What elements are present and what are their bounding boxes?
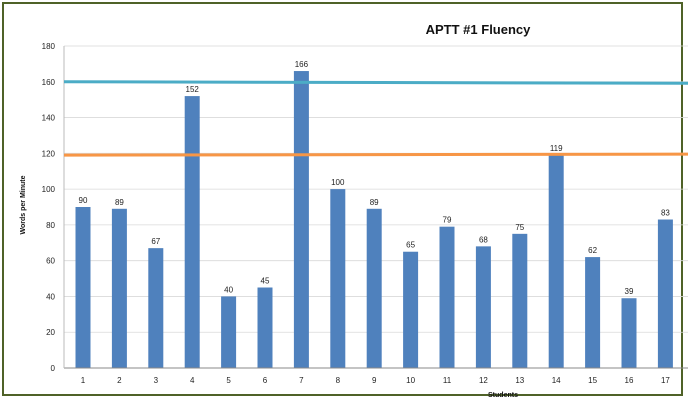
data-label: 119 (550, 144, 563, 153)
data-label: 45 (261, 277, 270, 286)
y-tick-label: 0 (51, 364, 56, 373)
bar-student-4 (184, 96, 200, 368)
x-tick-label: 4 (190, 376, 195, 385)
x-tick-label: 2 (117, 376, 122, 385)
bar-student-13 (512, 233, 528, 368)
data-labels: 90 89 67 152 40 45 166 100 89 65 79 68 75 119 62 39 83 (79, 60, 671, 296)
bar-student-16 (621, 298, 637, 368)
bar-student-12 (475, 246, 491, 368)
bar-student-6 (257, 287, 273, 368)
bar-student-14 (548, 155, 564, 368)
x-tick-label: 6 (263, 376, 268, 385)
x-tick-label: 8 (336, 376, 341, 385)
x-axis-title: Students (488, 392, 518, 399)
data-label: 89 (370, 198, 379, 207)
reference-lines (63, 80, 689, 157)
data-label: 40 (224, 285, 233, 294)
bars (75, 71, 673, 369)
bar-student-15 (585, 257, 601, 368)
bar-student-11 (439, 226, 455, 368)
x-tick-label: 16 (625, 376, 634, 385)
bar-student-7 (293, 71, 309, 369)
y-tick-label: 80 (46, 221, 55, 230)
y-tick-label: 180 (42, 42, 56, 51)
y-tick-labels: 0 20 40 60 80 100 120 140 160 180 (42, 42, 56, 373)
data-label: 100 (331, 178, 345, 187)
x-tick-label: 7 (299, 376, 304, 385)
reference-line-119 (63, 152, 689, 157)
x-tick-label: 13 (515, 376, 524, 385)
bar-student-8 (330, 189, 346, 368)
data-label: 62 (588, 246, 597, 255)
bar-student-9 (366, 208, 382, 368)
y-tick-label: 40 (46, 292, 55, 301)
data-label: 79 (443, 216, 452, 225)
y-tick-label: 20 (46, 328, 55, 337)
data-label: 39 (625, 287, 634, 296)
data-label: 75 (515, 223, 524, 232)
x-tick-label: 11 (443, 376, 452, 385)
data-label: 68 (479, 235, 488, 244)
x-tick-labels: 1 2 3 4 5 6 7 8 9 10 11 12 13 14 15 16 17 (81, 376, 671, 385)
chart-title: APTT #1 Fluency (426, 22, 532, 37)
bar-student-2 (111, 208, 127, 368)
y-tick-label: 120 (42, 149, 56, 158)
x-tick-label: 9 (372, 376, 377, 385)
data-label: 89 (115, 198, 124, 207)
bar-student-1 (75, 207, 91, 368)
x-tick-label: 5 (226, 376, 231, 385)
data-label: 152 (186, 85, 200, 94)
reference-line-160 (63, 80, 689, 85)
bar-student-5 (221, 296, 237, 368)
x-tick-label: 10 (406, 376, 415, 385)
data-label: 83 (661, 209, 670, 218)
data-label: 166 (295, 60, 309, 69)
y-axis-title: Words per Minute (20, 175, 27, 234)
bar-student-10 (403, 251, 419, 368)
x-tick-label: 15 (588, 376, 597, 385)
x-tick-label: 12 (479, 376, 488, 385)
data-label: 65 (406, 241, 415, 250)
x-tick-label: 3 (154, 376, 159, 385)
x-tick-label: 1 (81, 376, 86, 385)
bar-student-3 (148, 248, 164, 368)
y-tick-label: 140 (42, 114, 56, 123)
y-tick-label: 60 (46, 257, 55, 266)
y-tick-label: 160 (42, 78, 56, 87)
data-label: 90 (79, 196, 88, 205)
x-tick-label: 14 (552, 376, 561, 385)
data-label: 67 (151, 237, 160, 246)
x-tick-label: 17 (661, 376, 670, 385)
bar-student-17 (657, 219, 673, 368)
y-tick-label: 100 (42, 185, 56, 194)
